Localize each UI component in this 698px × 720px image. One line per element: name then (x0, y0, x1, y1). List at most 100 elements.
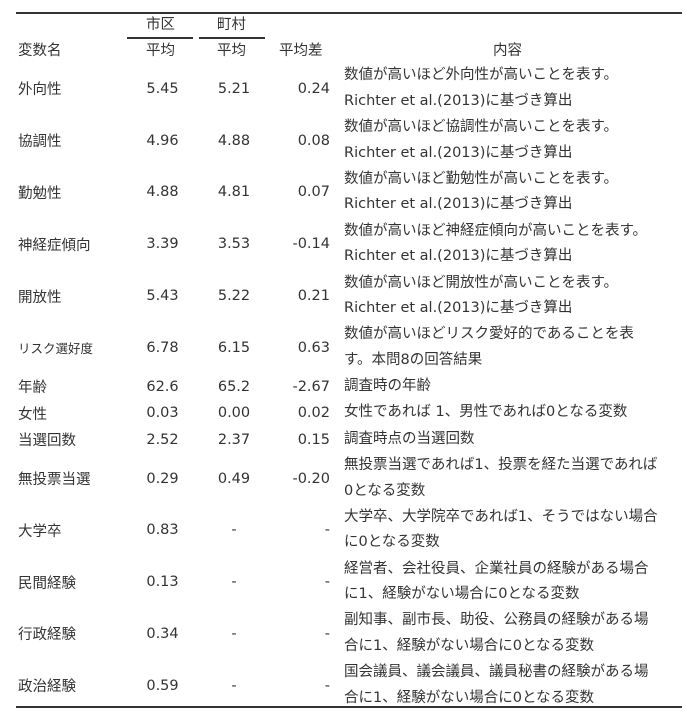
description-line: Richter et al.(2013)に基づき算出 (344, 196, 573, 213)
mean-diff: 0.02 (297, 405, 330, 422)
city-mean: 0.83 (146, 522, 179, 539)
city-mean: 0.03 (146, 405, 179, 422)
variable-name: リスク選好度 (18, 341, 94, 357)
description: 大学卒、大学院卒であれば1、そうではない場合 に0となる変数 (344, 505, 658, 556)
variable-name: 大学卒 (18, 523, 62, 540)
mean-diff: -0.14 (292, 236, 330, 253)
description: 無投票当選であれば1、投票を経た当選であれば 0となる変数 (344, 453, 657, 504)
mean-diff: 0.07 (297, 184, 330, 201)
town-mean: - (231, 522, 237, 539)
city-mean: 4.96 (146, 132, 179, 149)
city-mean: 0.59 (146, 677, 179, 694)
town-mean: - (231, 574, 237, 591)
header-content: 内容 (493, 43, 522, 59)
variable-name: 年齢 (18, 380, 47, 397)
mean-diff: - (324, 522, 330, 539)
description: 調査時点の当選回数 (344, 427, 475, 453)
description: 女性であれば 1、男性であれば0となる変数 (344, 400, 627, 426)
mean-diff: - (324, 574, 330, 591)
table-row: 無投票当選 0.29 0.49 -0.20 無投票当選であれば1、投票を経た当選であれば… (16, 453, 682, 505)
city-mean: 6.78 (146, 339, 179, 356)
description-line: 数値が高いほど神経症傾向が高いことを表す。 (344, 222, 648, 239)
town-mean: 5.22 (217, 288, 251, 305)
description: 経営者、会社役員、企業社員の経験がある場合 に1、経験がない場合に0となる変数 (344, 557, 649, 608)
mean-diff: 0.63 (297, 339, 330, 356)
variable-name: 無投票当選 (18, 472, 91, 489)
description: 数値が高いほど外向性が高いことを表す。 Richter et al.(2013)に… (344, 63, 618, 114)
town-mean: 6.15 (217, 339, 251, 356)
bottom-rule (16, 706, 682, 708)
town-mean: 4.88 (217, 132, 251, 149)
description: 数値が高いほど協調性が高いことを表す。 Richter et al.(2013)に… (344, 115, 618, 166)
header-mean-town: 平均 (217, 43, 246, 59)
variable-name: 開放性 (18, 289, 62, 306)
table-row: リスク選好度 6.78 6.15 0.63 数値が高いほどリスク愛好的であることを表 す。… (16, 322, 682, 374)
description-line: 無投票当選であれば1、投票を経た当選であれば (344, 457, 658, 474)
town-mean: 2.37 (217, 431, 251, 448)
city-mean: 5.45 (146, 80, 179, 97)
mean-diff: 0.24 (297, 80, 330, 97)
town-mean: - (231, 677, 237, 694)
variable-name: 協調性 (18, 134, 62, 151)
mean-diff: - (324, 625, 330, 642)
table-row: 当選回数 2.52 2.37 0.15 調査時点の当選回数 (16, 426, 682, 452)
variable-name: 女性 (18, 406, 47, 423)
description-line: 数値が高いほど外向性が高いことを表す。 (344, 67, 619, 84)
town-mean: 0.49 (217, 470, 251, 487)
city-mean: 3.39 (146, 236, 179, 253)
mean-diff: 0.21 (297, 288, 330, 305)
city-mean: 0.34 (146, 625, 179, 642)
table-row: 政治経験 0.59- - 国会議員、議会議員、議員秘書の経験がある場 合に1、経験がない… (16, 660, 682, 712)
description: 数値が高いほど開放性が高いことを表す。 Richter et al.(2013)に… (344, 271, 618, 322)
table-row: 年齢 62.6 65.2 -2.67 調査時の年齢 (16, 374, 682, 400)
header-mean-diff: 平均差 (279, 43, 323, 59)
mean-diff: -2.67 (292, 378, 330, 395)
description-line: に1、経験がない場合に0となる変数 (344, 586, 580, 603)
city-mean: 0.29 (146, 470, 179, 487)
description-line: 国会議員、議会議員、議員秘書の経験がある場 (344, 664, 649, 681)
header-group-town: 町村 (217, 17, 246, 33)
variable-name: 神経症傾向 (18, 237, 91, 254)
description-line: す。本問8の回答結果 (344, 351, 483, 368)
description-line: Richter et al.(2013)に基づき算出 (344, 144, 573, 161)
variable-name: 民間経験 (18, 575, 76, 592)
description-line: Richter et al.(2013)に基づき算出 (344, 248, 573, 265)
description-line: 数値が高いほど協調性が高いことを表す。 (344, 119, 619, 136)
table-row: 開放性 5.43 5.22 0.21 数値が高いほど開放性が高いことを表す。 Richte… (16, 270, 682, 322)
description-line: 数値が高いほどリスク愛好的であることを表 (344, 326, 634, 343)
description-line: 女性であれば 1、男性であれば0となる変数 (344, 404, 628, 421)
description: 数値が高いほど神経症傾向が高いことを表す。 Richter et al.(2013… (344, 219, 647, 270)
town-mean: 5.21 (217, 80, 251, 97)
variable-name: 勤勉性 (18, 185, 62, 202)
description-line: 調査時点の当選回数 (344, 430, 475, 447)
table-row: 神経症傾向 3.39 3.53 -0.14 数値が高いほど神経症傾向が高いことを表す。 R… (16, 218, 682, 270)
city-mean: 2.52 (146, 431, 179, 448)
table-body: 外向性 5.45 5.21 0.24 数値が高いほど外向性が高いことを表す。 Richte… (16, 63, 682, 712)
mean-diff: 0.08 (297, 132, 330, 149)
city-mean: 5.43 (146, 288, 179, 305)
table-row: 勤勉性 4.88 4.81 0.07 数値が高いほど勤勉性が高いことを表す。 Richte… (16, 167, 682, 219)
description-line: 合に1、経験がない場合に0となる変数 (344, 689, 595, 706)
description: 数値が高いほどリスク愛好的であることを表 す。本問8の回答結果 (344, 322, 634, 373)
variable-name: 当選回数 (18, 433, 76, 450)
description-line: Richter et al.(2013)に基づき算出 (344, 300, 573, 317)
header-mean-city: 平均 (146, 43, 175, 59)
mean-diff: 0.15 (297, 431, 330, 448)
mean-diff: -0.20 (292, 470, 330, 487)
description-line: 副知事、副市長、助役、公務員の経験がある場 (344, 612, 649, 629)
town-mean: 0.00 (217, 405, 251, 422)
city-mean: 0.13 (146, 574, 179, 591)
description-line: 数値が高いほど開放性が高いことを表す。 (344, 274, 619, 291)
town-mean: 3.53 (217, 236, 251, 253)
description-line: 0となる変数 (344, 482, 426, 499)
description: 国会議員、議会議員、議員秘書の経験がある場 合に1、経験がない場合に0となる変数 (344, 660, 649, 711)
description-line: 数値が高いほど勤勉性が高いことを表す。 (344, 170, 619, 187)
city-mean: 62.6 (146, 378, 179, 395)
variable-name: 行政経験 (18, 627, 76, 644)
city-mean: 4.88 (146, 184, 179, 201)
description: 数値が高いほど勤勉性が高いことを表す。 Richter et al.(2013)に… (344, 167, 618, 218)
table-row: 行政経験 0.34- - 副知事、副市長、助役、公務員の経験がある場 合に1、経験がない… (16, 608, 682, 660)
header-var-name: 変数名 (18, 43, 62, 59)
description-line: 合に1、経験がない場合に0となる変数 (344, 637, 595, 654)
description-line: に0となる変数 (344, 534, 440, 551)
